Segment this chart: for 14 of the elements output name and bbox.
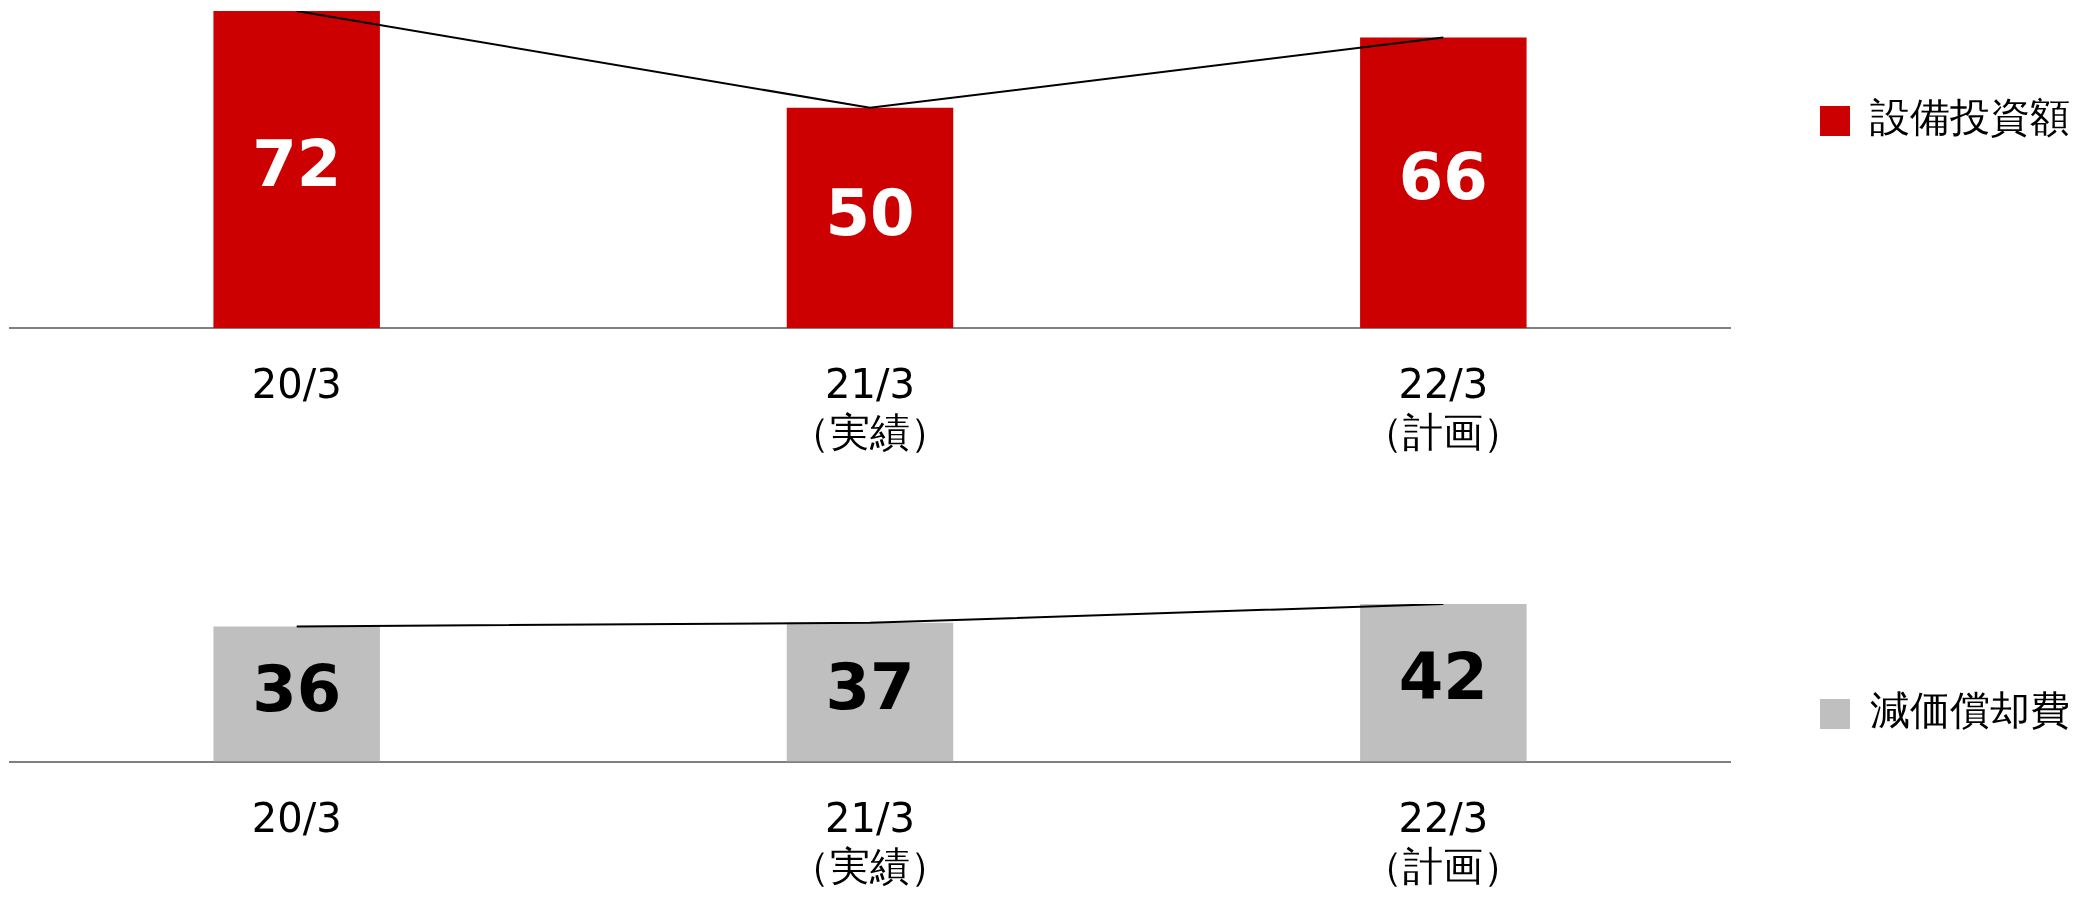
x-tick-label: 20/3 xyxy=(251,361,342,408)
x-tick-label: 21/3 （実績） xyxy=(790,361,950,456)
x-tick-label: 20/3 xyxy=(251,794,342,841)
data-label: 50 xyxy=(825,175,915,250)
legend-label: 減価償却費 xyxy=(1870,687,2070,734)
data-label: 72 xyxy=(252,127,342,202)
x-tick-label: 21/3 （実績） xyxy=(790,794,950,889)
x-tick-label: 22/3 （計画） xyxy=(1363,361,1524,456)
data-label: 37 xyxy=(825,649,915,724)
data-label: 42 xyxy=(1398,640,1488,715)
x-tick-label: 22/3 （計画） xyxy=(1363,794,1524,889)
data-label: 36 xyxy=(252,651,342,726)
data-label: 66 xyxy=(1398,140,1488,215)
legend-label: 設備投資額 xyxy=(1870,94,2070,141)
